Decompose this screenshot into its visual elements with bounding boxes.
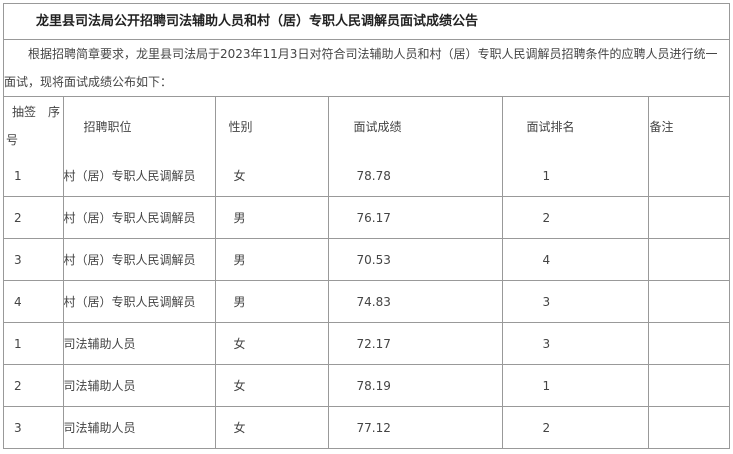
cell-rank: 1 xyxy=(501,155,649,197)
cell-gender: 男 xyxy=(214,196,329,239)
table-row: 3 司法辅助人员女 77.12 2 xyxy=(4,406,729,448)
cell-seq: 2 xyxy=(4,196,64,239)
table-row: 2 村（居）专职人民调解员男 76.17 2 xyxy=(4,196,729,239)
cell-score: 74.83 xyxy=(327,280,503,323)
cell-seq: 4 xyxy=(4,280,64,323)
header-seq-line1: 抽签 序 xyxy=(12,105,61,119)
table-row: 3 村（居）专职人民调解员男 70.53 4 xyxy=(4,238,729,281)
cell-seq: 1 xyxy=(4,155,64,197)
cell-note xyxy=(647,196,729,239)
header-note: 备注 xyxy=(647,97,729,155)
cell-note xyxy=(647,322,729,365)
header-position: 招聘职位 xyxy=(62,97,216,155)
cell-position: 司法辅助人员 xyxy=(62,364,216,407)
header-score: 面试成绩 xyxy=(327,97,503,155)
table-row: 1 司法辅助人员女 72.17 3 xyxy=(4,322,729,365)
table-row: 4 村（居）专职人民调解员男 74.83 3 xyxy=(4,280,729,323)
cell-gender: 女 xyxy=(214,364,329,407)
cell-score: 70.53 xyxy=(327,238,503,281)
cell-note xyxy=(647,364,729,407)
table-header-row: 抽签 序号 招聘职位 性别 面试成绩 面试排名 备注 xyxy=(4,97,729,155)
score-table: 抽签 序号 招聘职位 性别 面试成绩 面试排名 备注 1 村（居）专职人民调解员女… xyxy=(4,97,729,448)
header-seq: 抽签 序号 xyxy=(4,97,64,155)
cell-rank: 2 xyxy=(501,196,649,239)
cell-position: 村（居）专职人民调解员 xyxy=(62,196,216,239)
cell-score: 76.17 xyxy=(327,196,503,239)
cell-seq: 3 xyxy=(4,238,64,281)
table-row: 1 村（居）专职人民调解员女 78.78 1 xyxy=(4,155,729,197)
cell-seq: 3 xyxy=(4,406,64,448)
announcement: 龙里县司法局公开招聘司法辅助人员和村（居）专职人民调解员面试成绩公告 根据招聘简… xyxy=(3,3,730,449)
cell-note xyxy=(647,280,729,323)
cell-position: 司法辅助人员 xyxy=(62,322,216,365)
cell-note xyxy=(647,155,729,197)
cell-position: 村（居）专职人民调解员 xyxy=(62,155,216,197)
cell-gender: 女 xyxy=(214,406,329,448)
cell-note xyxy=(647,406,729,448)
page-title: 龙里县司法局公开招聘司法辅助人员和村（居）专职人民调解员面试成绩公告 xyxy=(4,4,729,40)
cell-position: 村（居）专职人民调解员 xyxy=(62,238,216,281)
table-row: 2 司法辅助人员女 78.19 1 xyxy=(4,364,729,407)
cell-gender: 男 xyxy=(214,238,329,281)
intro-paragraph: 根据招聘简章要求，龙里县司法局于2023年11月3日对符合司法辅助人员和村（居）… xyxy=(4,40,729,97)
cell-rank: 4 xyxy=(501,238,649,281)
cell-seq: 1 xyxy=(4,322,64,365)
cell-seq: 2 xyxy=(4,364,64,407)
header-rank: 面试排名 xyxy=(501,97,649,155)
cell-position: 司法辅助人员 xyxy=(62,406,216,448)
cell-gender: 女 xyxy=(214,155,329,197)
cell-gender: 男 xyxy=(214,280,329,323)
cell-score: 78.78 xyxy=(327,155,503,197)
cell-position: 村（居）专职人民调解员 xyxy=(62,280,216,323)
cell-score: 78.19 xyxy=(327,364,503,407)
cell-note xyxy=(647,238,729,281)
cell-score: 77.12 xyxy=(327,406,503,448)
header-gender: 性别 xyxy=(214,97,329,155)
cell-rank: 1 xyxy=(501,364,649,407)
header-seq-line2: 号 xyxy=(6,133,19,147)
cell-rank: 3 xyxy=(501,322,649,365)
cell-score: 72.17 xyxy=(327,322,503,365)
cell-gender: 女 xyxy=(214,322,329,365)
cell-rank: 3 xyxy=(501,280,649,323)
cell-rank: 2 xyxy=(501,406,649,448)
